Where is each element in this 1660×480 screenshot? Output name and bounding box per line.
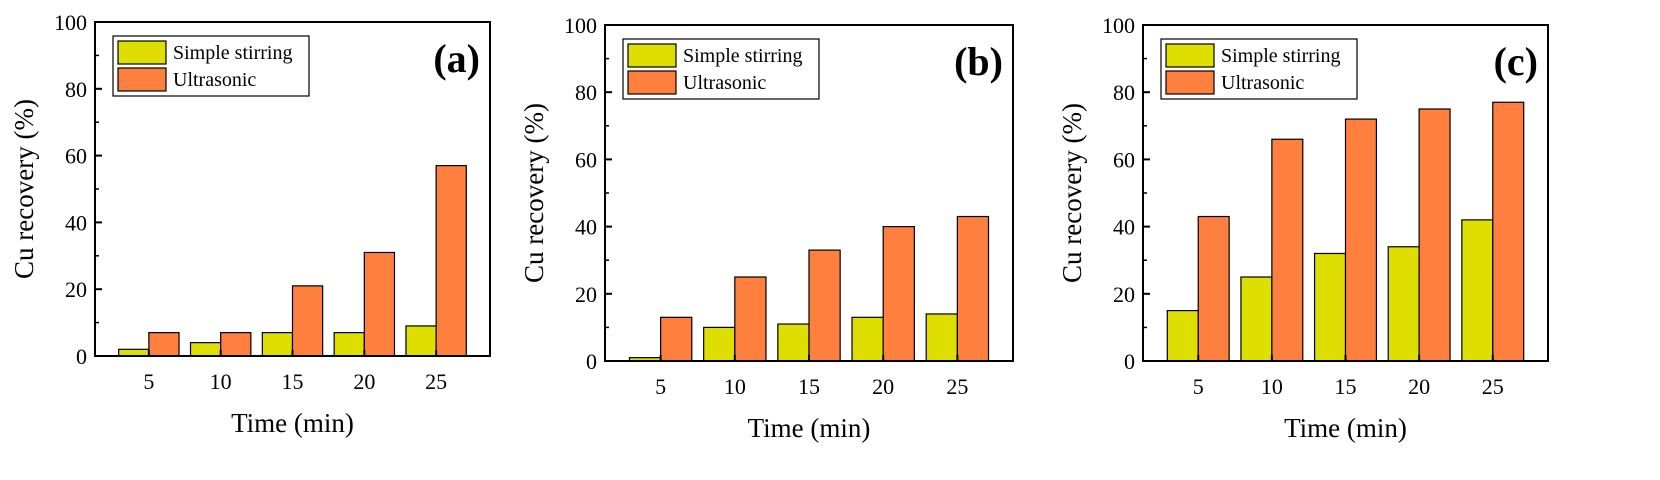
y-tick-label: 60 xyxy=(575,147,597,172)
y-tick-label: 40 xyxy=(1113,215,1135,240)
x-tick-label: 20 xyxy=(872,374,894,399)
bar-ultrasonic-15 xyxy=(808,249,841,362)
y-tick-label: 40 xyxy=(575,215,597,240)
x-tick-label: 5 xyxy=(1193,374,1204,399)
panel-label: (b) xyxy=(954,39,1003,84)
legend-label-simple-stirring: Simple stirring xyxy=(173,42,292,64)
y-tick-label: 0 xyxy=(76,344,87,369)
y-tick-label: 60 xyxy=(65,144,87,169)
bar-ultrasonic-15 xyxy=(291,285,324,357)
bar-simple-stirring-15 xyxy=(261,332,294,357)
bar-simple-stirring-20 xyxy=(1387,246,1420,362)
bar-ultrasonic-25 xyxy=(956,215,990,362)
x-tick-label: 20 xyxy=(1408,374,1430,399)
y-tick-label: 40 xyxy=(65,210,87,235)
panel-label: (c) xyxy=(1494,39,1538,84)
panel-label: (a) xyxy=(433,36,480,81)
bar-ultrasonic-20 xyxy=(1418,108,1451,362)
x-tick-label: 10 xyxy=(210,369,232,394)
y-tick-label: 100 xyxy=(564,13,597,38)
bar-ultrasonic-5 xyxy=(148,332,180,357)
legend-label-simple-stirring: Simple stirring xyxy=(1221,45,1340,67)
bar-ultrasonic-15 xyxy=(1344,118,1378,362)
bar-simple-stirring-15 xyxy=(777,323,810,362)
y-tick-label: 100 xyxy=(54,10,87,35)
x-tick-label: 5 xyxy=(655,374,666,399)
bar-ultrasonic-5 xyxy=(1197,215,1230,362)
bar-simple-stirring-15 xyxy=(1313,252,1347,362)
y-axis-label: Cu recovery (%) xyxy=(519,103,549,283)
y-tick-label: 20 xyxy=(1113,282,1135,307)
bar-simple-stirring-25 xyxy=(1461,219,1494,362)
bar-simple-stirring-20 xyxy=(851,316,884,362)
x-axis-label: Time (min) xyxy=(231,408,354,438)
bar-ultrasonic-10 xyxy=(1271,138,1304,362)
bar-simple-stirring-10 xyxy=(703,326,736,362)
x-axis-label: Time (min) xyxy=(1284,413,1407,443)
x-tick-label: 10 xyxy=(724,374,746,399)
bar-ultrasonic-20 xyxy=(882,226,915,362)
bar-ultrasonic-20 xyxy=(363,251,396,357)
bar-simple-stirring-25 xyxy=(925,313,958,362)
x-tick-label: 25 xyxy=(1482,374,1504,399)
y-tick-label: 0 xyxy=(586,349,597,374)
x-tick-label: 10 xyxy=(1261,374,1283,399)
bar-ultrasonic-5 xyxy=(660,316,693,362)
x-tick-label: 15 xyxy=(1335,374,1357,399)
chart-panel-0: 5 10 15 20 25 0 20 40 60 80 100 Time (min) Cu recove… xyxy=(9,10,491,438)
x-tick-label: 25 xyxy=(425,369,447,394)
y-tick-label: 20 xyxy=(575,282,597,307)
plot-frame xyxy=(94,21,491,357)
plot-frame xyxy=(1142,24,1549,362)
bar-ultrasonic-10 xyxy=(220,332,252,357)
x-axis-label: Time (min) xyxy=(748,413,871,443)
legend-swatch-simple-stirring xyxy=(117,40,167,65)
y-axis-label: Cu recovery (%) xyxy=(1057,103,1087,283)
x-tick-label: 5 xyxy=(143,369,154,394)
legend-label-ultrasonic: Ultrasonic xyxy=(173,69,256,91)
bar-simple-stirring-5 xyxy=(118,348,150,357)
bar-ultrasonic-10 xyxy=(734,276,767,362)
y-axis-label: Cu recovery (%) xyxy=(9,99,39,279)
legend-swatch-simple-stirring xyxy=(627,43,677,68)
y-tick-label: 80 xyxy=(1113,80,1135,105)
bar-simple-stirring-20 xyxy=(333,332,365,357)
x-tick-label: 15 xyxy=(282,369,304,394)
legend-label-simple-stirring: Simple stirring xyxy=(683,45,802,67)
bar-simple-stirring-10 xyxy=(1240,276,1273,362)
y-tick-label: 80 xyxy=(65,77,87,102)
plot-frame xyxy=(604,24,1014,362)
bar-ultrasonic-25 xyxy=(435,165,467,357)
bar-simple-stirring-5 xyxy=(1166,310,1199,362)
y-tick-label: 0 xyxy=(1124,349,1135,374)
y-tick-label: 100 xyxy=(1102,13,1135,38)
x-tick-label: 15 xyxy=(798,374,820,399)
chart-panel-1: 5 10 15 20 25 0 20 40 60 80 100 Time (min) Cu recove… xyxy=(519,13,1014,443)
legend-swatch-ultrasonic xyxy=(1165,70,1215,95)
legend-label-ultrasonic: Ultrasonic xyxy=(1221,72,1304,94)
legend-swatch-ultrasonic xyxy=(117,67,167,92)
bar-simple-stirring-10 xyxy=(189,342,222,357)
bar-ultrasonic-25 xyxy=(1492,101,1525,362)
legend-swatch-simple-stirring xyxy=(1165,43,1215,68)
y-tick-label: 80 xyxy=(575,80,597,105)
chart-panel-2: 5 10 15 20 25 0 20 40 60 80 100 Time (min) Cu recove… xyxy=(1057,13,1549,443)
y-tick-label: 60 xyxy=(1113,147,1135,172)
bar-simple-stirring-25 xyxy=(405,325,437,357)
x-tick-label: 20 xyxy=(353,369,375,394)
y-tick-label: 20 xyxy=(65,277,87,302)
x-tick-label: 25 xyxy=(946,374,968,399)
legend-swatch-ultrasonic xyxy=(627,70,677,95)
legend-label-ultrasonic: Ultrasonic xyxy=(683,72,766,94)
